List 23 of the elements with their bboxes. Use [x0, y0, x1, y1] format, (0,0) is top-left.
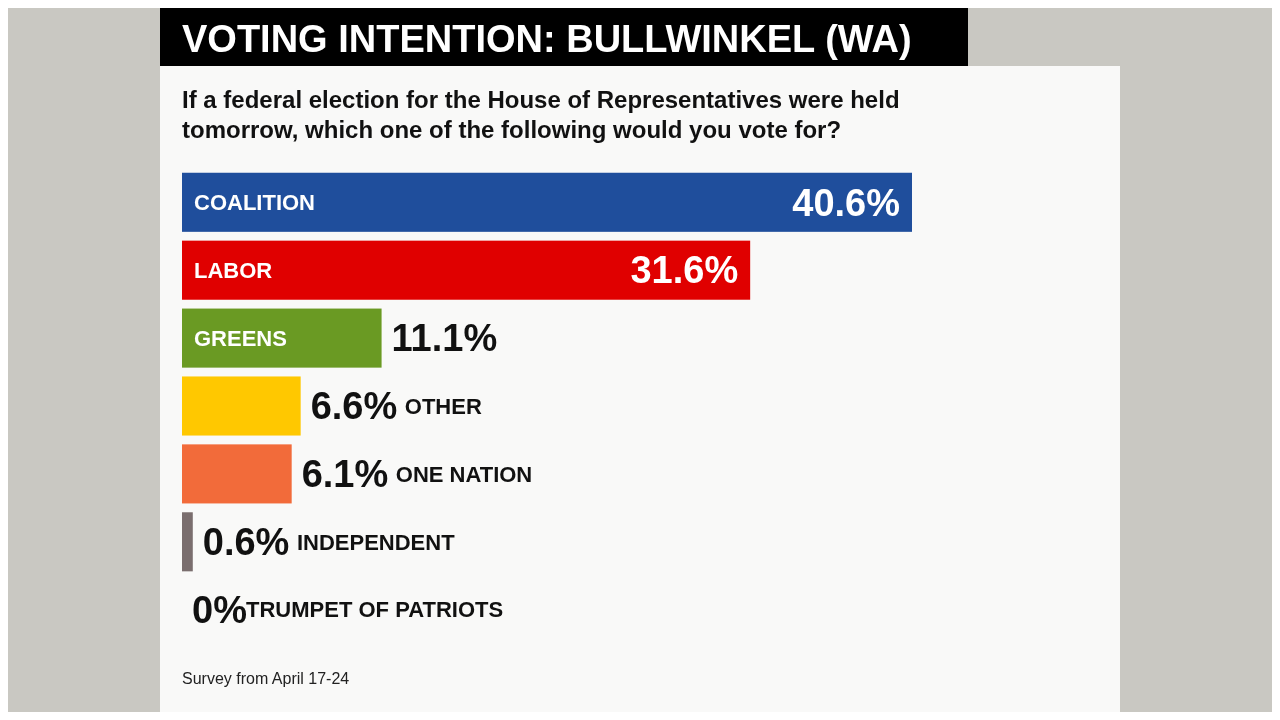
- bar: [182, 308, 382, 368]
- bar: [182, 512, 193, 572]
- bar: [182, 376, 301, 436]
- data-label: 0.6%: [202, 521, 290, 564]
- data-label: 0%: [192, 589, 247, 632]
- y-tick-label: LABOR: [194, 257, 273, 283]
- y-tick-label: INDEPENDENT: [296, 529, 456, 555]
- data-label: 6.1%: [301, 453, 389, 496]
- y-tick-label: GREENS: [194, 325, 287, 351]
- y-tick-label: TRUMPET OF PATRIOTS: [246, 597, 504, 623]
- text: Survey from April 17-24: [182, 670, 350, 687]
- data-label: 31.6%: [630, 249, 739, 292]
- y-tick-label: COALITION: [194, 189, 315, 215]
- bar: [182, 240, 751, 300]
- chart-title: VOTING INTENTION: BULLWINKEL (WA): [182, 18, 912, 60]
- bar: [182, 444, 292, 504]
- bar: [182, 172, 912, 232]
- data-label: 11.1%: [391, 317, 498, 360]
- data-label: 40.6%: [792, 181, 900, 224]
- data-label: 6.6%: [310, 385, 398, 428]
- y-tick-label: OTHER: [404, 393, 482, 419]
- chart-subtitle: If a federal election for the House of Representatives were held tomorrow, which one of the following would you vote for?: [182, 86, 900, 143]
- y-tick-label: ONE NATION: [395, 461, 533, 487]
